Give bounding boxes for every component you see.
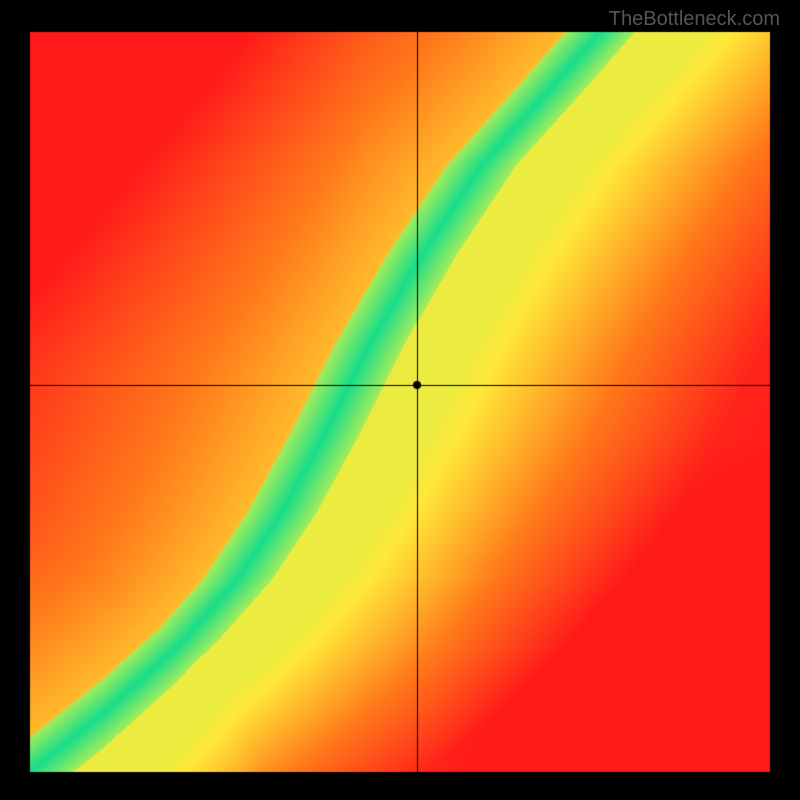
watermark-label: TheBottleneck.com: [609, 8, 780, 31]
chart-container: TheBottleneck.com: [0, 0, 800, 800]
heatmap-canvas: [0, 0, 800, 800]
